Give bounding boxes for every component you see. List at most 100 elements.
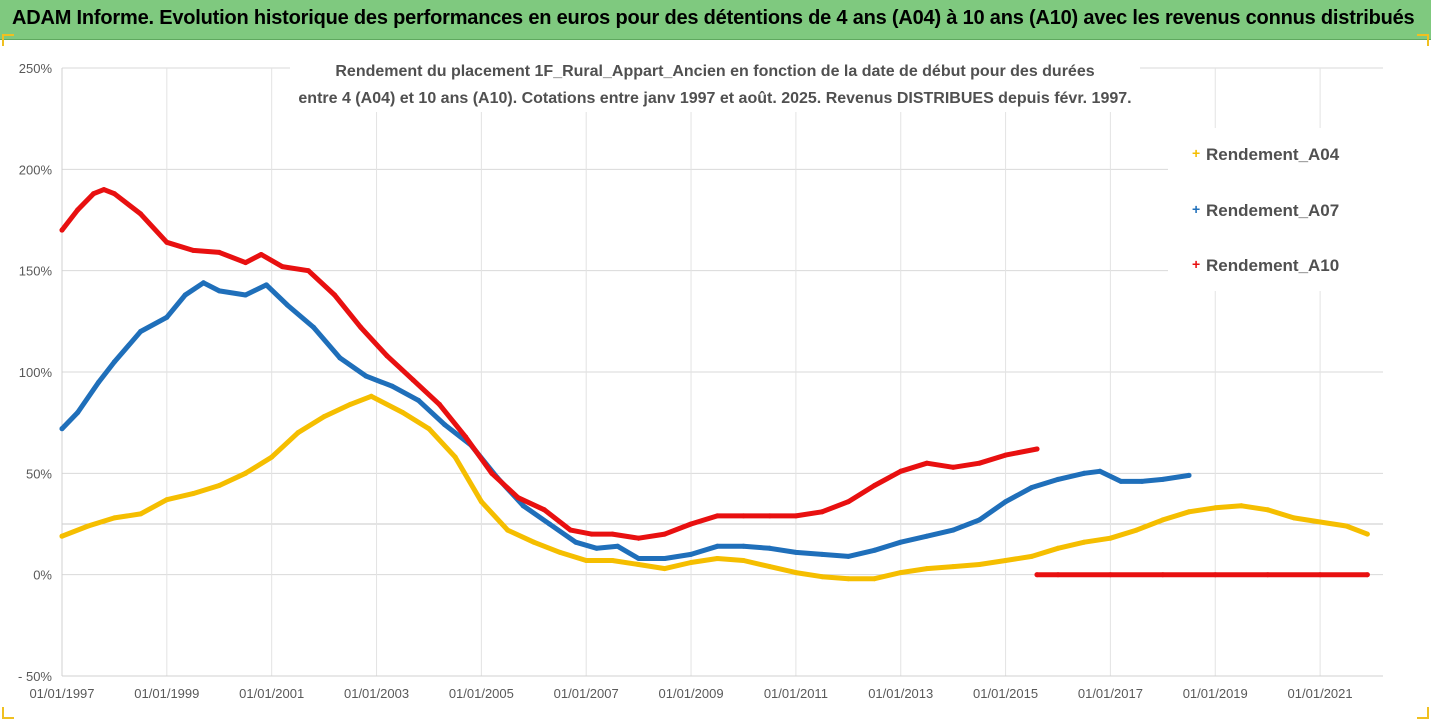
- data-point: [767, 545, 773, 551]
- data-point: [384, 353, 390, 359]
- data-point: [182, 292, 188, 298]
- data-point: [615, 543, 621, 549]
- data-point: [489, 470, 495, 476]
- data-point: [714, 513, 720, 519]
- data-point: [59, 227, 65, 233]
- data-point: [541, 507, 547, 513]
- data-point: [531, 539, 537, 545]
- data-point: [416, 397, 421, 403]
- x-tick-label: 01/01/1997: [29, 686, 94, 701]
- legend-label-a04: Rendement_A04: [1206, 145, 1340, 164]
- data-point: [389, 383, 395, 389]
- data-point: [568, 527, 573, 533]
- data-point: [1186, 509, 1192, 515]
- data-point: [284, 302, 290, 308]
- report-title: ADAM Informe. Evolution historique des p…: [12, 7, 1415, 29]
- data-point: [190, 491, 196, 497]
- data-point: [583, 558, 589, 563]
- data-point: [243, 470, 248, 476]
- data-point: [573, 539, 579, 545]
- data-point: [819, 509, 825, 515]
- data-point: [85, 523, 91, 529]
- y-tick-label: 0%: [33, 568, 52, 583]
- data-point: [688, 560, 694, 565]
- x-tick-label: 01/01/2017: [1078, 686, 1143, 701]
- x-tick-label: 01/01/2021: [1288, 686, 1353, 701]
- data-point: [1317, 519, 1323, 525]
- data-point: [1134, 527, 1140, 533]
- header-banner: ADAM Informe. Evolution historique des p…: [0, 0, 1431, 40]
- data-point: [1239, 503, 1244, 509]
- legend-marker-a04: +: [1192, 145, 1201, 161]
- data-point: [1212, 505, 1218, 511]
- data-point: [714, 543, 720, 549]
- data-point: [243, 260, 248, 266]
- data-point: [337, 355, 343, 361]
- data-point: [59, 533, 65, 539]
- data-point: [410, 377, 416, 383]
- data-point: [1081, 539, 1087, 545]
- data-point: [1186, 472, 1192, 478]
- data-point: [688, 521, 694, 527]
- data-point: [557, 549, 563, 555]
- data-point: [1364, 531, 1370, 537]
- data-point: [321, 414, 327, 420]
- corner-mark-bottom-left: [2, 707, 14, 719]
- data-point: [1081, 470, 1087, 476]
- corner-mark-top-left: [2, 34, 14, 46]
- chart-legend: + Rendement_A04 + Rendement_A07 + Rendem…: [1168, 128, 1383, 291]
- data-point: [520, 503, 526, 509]
- data-point: [138, 329, 144, 334]
- y-axis-tick-labels: - 50% 0% 50% 100% 150% 200% 250%: [18, 61, 52, 684]
- data-point: [101, 187, 107, 193]
- data-point: [594, 545, 600, 551]
- corner-mark-top-right: [1417, 34, 1429, 46]
- chart-series: [59, 187, 1370, 582]
- data-point: [216, 249, 222, 255]
- data-point: [1343, 523, 1349, 529]
- data-point: [1212, 572, 1218, 578]
- data-point: [872, 483, 877, 488]
- data-point: [547, 521, 552, 527]
- data-point: [1160, 572, 1166, 578]
- data-point: [662, 556, 668, 561]
- data-point: [636, 562, 642, 567]
- data-point: [311, 324, 317, 330]
- data-point: [588, 531, 594, 537]
- data-point: [347, 401, 353, 407]
- legend-item-a10: + Rendement_A10: [1192, 256, 1339, 276]
- data-point: [111, 191, 117, 197]
- x-tick-label: 01/01/2019: [1183, 686, 1248, 701]
- legend-marker-a10: +: [1192, 256, 1201, 272]
- data-point: [515, 495, 521, 501]
- chart-title-line-1: Rendement du placement 1F_Rural_Appart_A…: [335, 63, 1095, 80]
- data-point: [164, 314, 170, 320]
- legend-marker-a07: +: [1192, 201, 1201, 217]
- data-point: [898, 539, 904, 545]
- x-tick-label: 01/01/2005: [449, 686, 514, 701]
- data-point: [924, 533, 930, 539]
- x-tick-label: 01/01/2011: [764, 686, 828, 701]
- data-point: [96, 379, 102, 385]
- data-point: [436, 401, 442, 407]
- data-point: [636, 535, 642, 541]
- data-point: [1029, 485, 1035, 490]
- data-point: [924, 566, 930, 572]
- x-tick-label: 01/01/1999: [134, 686, 199, 701]
- x-tick-label: 01/01/2013: [868, 686, 933, 701]
- data-point: [279, 264, 285, 270]
- data-point: [1055, 545, 1061, 551]
- data-point: [1034, 572, 1040, 578]
- data-point: [662, 531, 668, 537]
- x-tick-label: 01/01/2009: [659, 686, 724, 701]
- data-point: [741, 558, 746, 563]
- data-point: [1097, 468, 1103, 474]
- data-point: [358, 324, 364, 330]
- data-point: [1317, 572, 1323, 578]
- data-point: [636, 556, 642, 561]
- data-point: [305, 268, 311, 274]
- data-point: [368, 393, 374, 399]
- data-point: [950, 464, 956, 470]
- data-point: [872, 547, 877, 553]
- data-point: [741, 513, 746, 519]
